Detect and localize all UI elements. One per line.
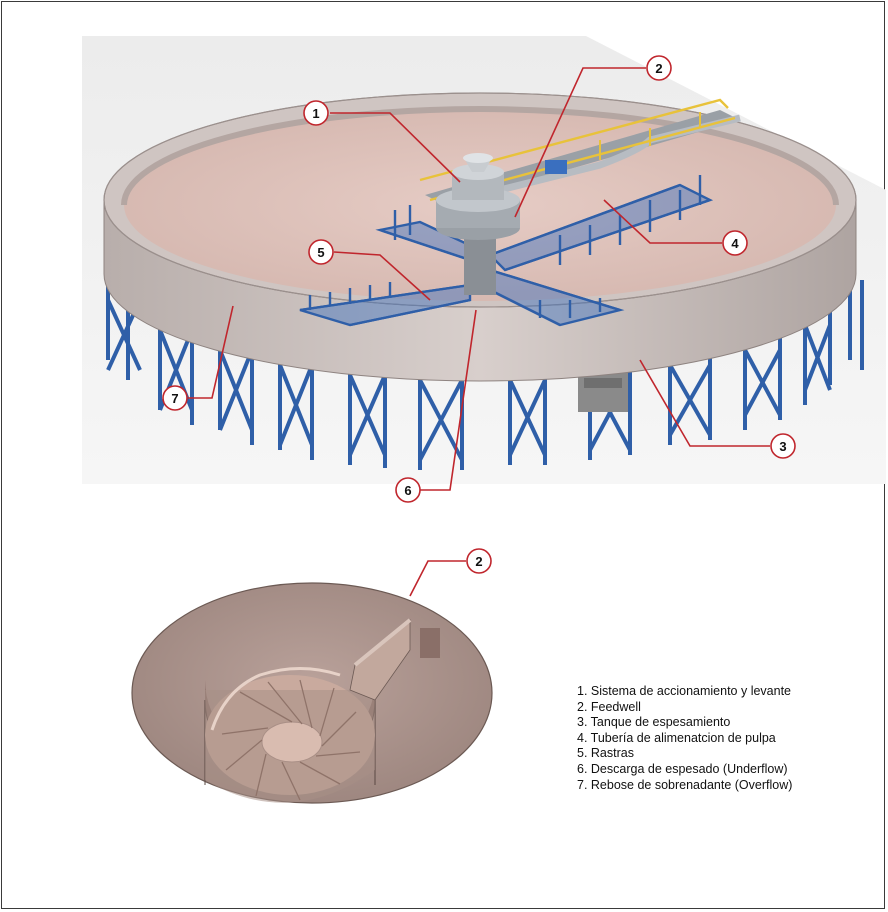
leader-lines (188, 67, 770, 597)
svg-text:5: 5 (317, 245, 324, 260)
legend: 1. Sistema de accionamiento y levante 2.… (577, 684, 792, 793)
legend-item: 2. Feedwell (577, 699, 641, 714)
svg-text:6: 6 (404, 483, 411, 498)
callout-7: 7 (162, 385, 188, 411)
underflow-pump (578, 372, 628, 412)
legend-item: 1. Sistema de accionamiento y levante (577, 684, 792, 698)
legend-item: 4. Tubería de alimenatcion de pulpa (577, 730, 776, 745)
svg-text:1: 1 (312, 106, 319, 121)
callout-2: 2 (646, 55, 672, 81)
svg-text:2: 2 (655, 61, 662, 76)
svg-text:2: 2 (475, 554, 482, 569)
drive-mechanism (436, 153, 520, 295)
callout-2-detail: 2 (466, 548, 492, 574)
legend-item: 6. Descarga de espesado (Underflow) (577, 761, 788, 776)
callout-1: 1 (303, 100, 329, 126)
callout-3: 3 (770, 433, 796, 459)
callout-6: 6 (395, 477, 421, 503)
legend-item: 7. Rebose de sobrenadante (Overflow) (577, 777, 793, 792)
svg-text:3: 3 (779, 439, 786, 454)
legend-item: 5. Rastras (577, 746, 634, 761)
feedwell-detail (131, 582, 493, 804)
callout-4: 4 (722, 230, 748, 256)
rake-arms (299, 175, 714, 327)
callout-5: 5 (308, 239, 334, 265)
legend-item: 3. Tanque de espesamiento (577, 715, 731, 730)
svg-text:7: 7 (171, 391, 178, 406)
svg-text:4: 4 (731, 236, 739, 251)
